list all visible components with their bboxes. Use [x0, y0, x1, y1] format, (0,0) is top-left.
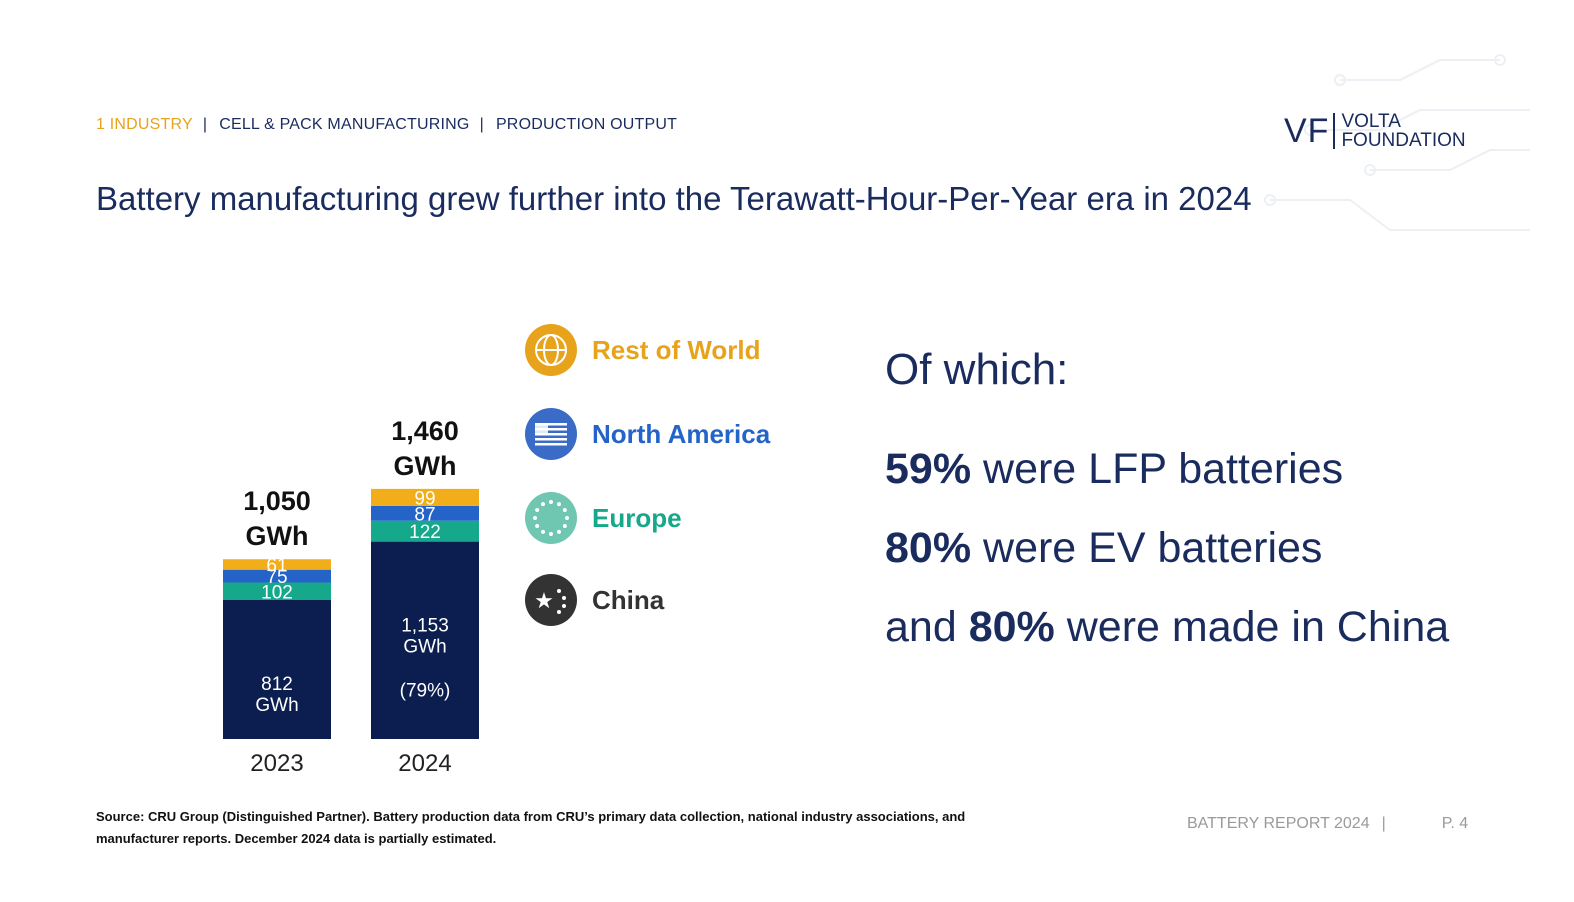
bar-label: 122	[409, 522, 441, 543]
fact-lfp-value: 59%	[885, 445, 972, 493]
flag-stripe	[535, 428, 567, 431]
eu-star	[541, 529, 545, 534]
bar-label: 75	[266, 567, 287, 588]
eu-star	[549, 532, 553, 536]
eu-star	[557, 502, 561, 507]
bar-label: (79%)	[400, 681, 451, 702]
flag-stripe	[535, 438, 567, 441]
x-tick-label: 2024	[398, 750, 451, 777]
china-big-star: ★	[534, 589, 554, 614]
bar-segment	[371, 541, 479, 739]
bar-segment	[371, 505, 479, 521]
footer: BATTERY REPORT 2024 | P. 4	[1187, 815, 1468, 833]
page-number: P. 4	[1441, 815, 1469, 832]
fact-china-text: were made in China	[1054, 603, 1450, 651]
breadcrumb-section[interactable]: 1 INDUSTRY	[96, 116, 193, 133]
breadcrumb: 1 INDUSTRY | CELL & PACK MANUFACTURING | PRO…	[96, 116, 677, 134]
china-small-star	[557, 610, 561, 614]
bar-label: 812	[261, 674, 293, 695]
fact-china-value: 80%	[968, 603, 1055, 651]
eu-star	[535, 524, 540, 528]
production-chart: 812GWh(77%)10275611,050GWh20231,153GWh(7…	[223, 324, 771, 777]
bar-segment	[223, 569, 331, 583]
footer-report: BATTERY REPORT 2024	[1187, 815, 1370, 832]
legend-label: North America	[592, 419, 771, 449]
fact-ev-value: 80%	[885, 524, 972, 572]
china-stars-icon	[525, 574, 577, 626]
total-label: GWh	[394, 451, 457, 481]
bar-label: GWh	[403, 637, 446, 658]
breadcrumb-separator: |	[479, 116, 484, 133]
eu-stars-icon	[525, 492, 577, 544]
total-label: GWh	[246, 521, 309, 551]
china-small-star	[557, 589, 561, 593]
china-small-star	[562, 604, 566, 608]
bar-segment	[223, 559, 331, 570]
logo-line-1: VOLTA	[1341, 111, 1401, 132]
fact-china-prefix: and	[885, 603, 969, 651]
circuit-decoration	[1264, 54, 1530, 231]
eu-star	[562, 508, 567, 512]
eu-star	[535, 508, 540, 512]
x-tick-label: 2023	[250, 750, 303, 777]
bar-label: 1,153	[401, 616, 449, 637]
bar-segment	[223, 582, 331, 600]
footer-separator: |	[1381, 815, 1386, 832]
bar-label: 99	[414, 488, 435, 509]
bar-label: 102	[261, 582, 293, 603]
facts-panel: Of which: 59% were LFP batteries 80% wer…	[885, 345, 1449, 682]
fact-china: and 80% were made in China	[885, 603, 1449, 652]
eu-star	[557, 529, 561, 534]
bar-label: 61	[266, 555, 287, 576]
flag-stripe	[535, 443, 567, 446]
logo-wordmark: VOLTA FOUNDATION	[1341, 112, 1465, 150]
flag-stripe	[535, 433, 567, 436]
bar-label: GWh	[255, 695, 298, 716]
legend-label: China	[592, 585, 665, 615]
facts-heading: Of which:	[885, 345, 1069, 394]
eu-star	[562, 524, 567, 528]
eu-star	[533, 516, 537, 520]
source-note: Source: CRU Group (Distinguished Partner…	[96, 809, 966, 846]
bar-label: (77%)	[252, 739, 303, 760]
china-small-star	[562, 596, 566, 600]
logo-line-2: FOUNDATION	[1341, 130, 1466, 151]
page-title: Battery manufacturing grew further into …	[96, 180, 1252, 217]
legend-label: Rest of World	[592, 335, 761, 365]
fact-lfp-text: were LFP batteries	[971, 445, 1344, 493]
bar-segment	[223, 599, 331, 739]
logo-mark: VF	[1284, 111, 1330, 150]
breadcrumb-separator: |	[202, 116, 208, 133]
volta-foundation-logo: VF VOLTA FOUNDATION	[1284, 110, 1466, 152]
flag-canton	[535, 423, 548, 434]
eu-star	[541, 502, 545, 507]
total-label: 1,050	[243, 486, 311, 516]
logo-divider	[1333, 113, 1336, 149]
breadcrumb-item-cell-pack[interactable]: CELL & PACK MANUFACTURING	[219, 116, 470, 133]
legend-label: Europe	[592, 503, 682, 533]
bar-segment	[371, 488, 479, 506]
fact-lfp: 59% were LFP batteries	[885, 445, 1449, 494]
eu-star	[565, 516, 569, 520]
fact-ev-text: were EV batteries	[971, 524, 1323, 572]
bar-segment	[371, 520, 479, 542]
eu-star	[549, 500, 553, 504]
breadcrumb-item-production[interactable]: PRODUCTION OUTPUT	[495, 116, 678, 133]
bar-label: 87	[414, 504, 435, 525]
flag-stripe	[535, 423, 567, 426]
total-label: 1,460	[391, 416, 459, 446]
fact-ev: 80% were EV batteries	[885, 524, 1449, 573]
